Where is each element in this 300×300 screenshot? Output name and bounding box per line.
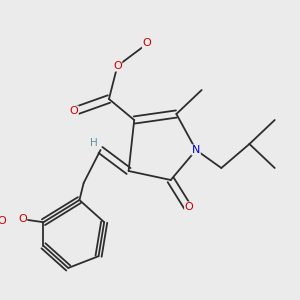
Text: O: O xyxy=(0,216,6,226)
Text: O: O xyxy=(142,38,151,49)
Text: H: H xyxy=(91,137,98,148)
Text: O: O xyxy=(18,214,27,224)
Text: O: O xyxy=(113,61,122,71)
Text: N: N xyxy=(192,145,200,155)
Text: O: O xyxy=(184,202,194,212)
Text: O: O xyxy=(70,106,78,116)
